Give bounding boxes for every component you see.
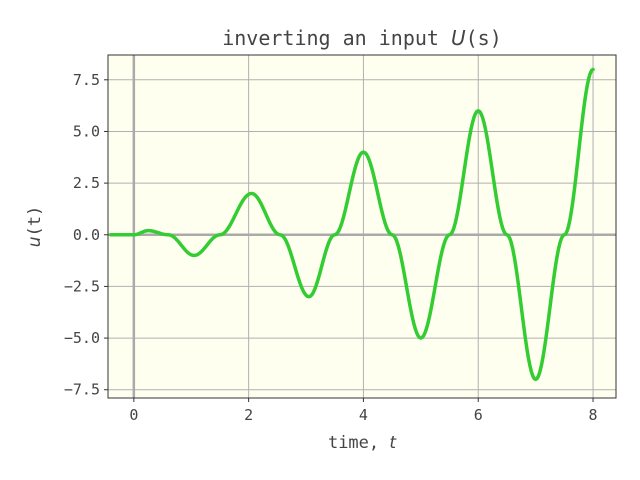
x-tick-label: 0	[129, 406, 138, 424]
series-group	[109, 67, 595, 382]
plot-area	[108, 55, 616, 398]
zero-lines	[108, 55, 616, 398]
y-tick-label: 7.5	[73, 71, 100, 89]
y-axis: 7.5 5.0 2.5 0.0 −2.5 −5.0 −7.5	[64, 71, 108, 399]
y-tick-label: −5.0	[64, 329, 100, 347]
y-tick-label: −2.5	[64, 277, 100, 295]
x-tick-label: 2	[244, 406, 253, 424]
plot-frame	[107, 54, 617, 399]
x-tick-label: 8	[589, 406, 598, 424]
chart-title: inverting an input U(s)	[222, 26, 502, 50]
y-tick-label: −7.5	[64, 381, 100, 399]
x-tick-label: 4	[359, 406, 368, 424]
y-tick-label: 5.0	[73, 122, 100, 140]
y-tick-label: 2.5	[73, 174, 100, 192]
series-line	[109, 67, 595, 382]
x-tick-label: 6	[474, 406, 483, 424]
y-tick-label: 0.0	[73, 226, 100, 244]
y-axis-label: u(t)	[25, 206, 45, 248]
x-axis: 0 2 4 6 8	[129, 398, 598, 424]
x-axis-label: time, t	[328, 433, 397, 453]
